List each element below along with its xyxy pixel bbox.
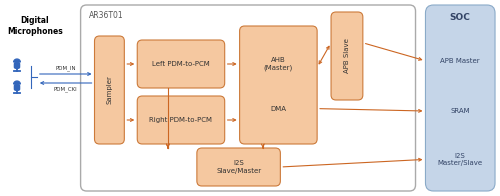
Text: PDM_IN: PDM_IN (56, 65, 76, 71)
FancyBboxPatch shape (240, 26, 317, 144)
FancyBboxPatch shape (426, 5, 495, 191)
FancyBboxPatch shape (94, 36, 124, 144)
Text: I2S
Master/Slave: I2S Master/Slave (438, 153, 483, 166)
Text: AHB
(Master): AHB (Master) (264, 57, 293, 71)
Text: DMA: DMA (270, 106, 286, 112)
Text: APB Slave: APB Slave (344, 39, 350, 74)
Text: PDM_CKI: PDM_CKI (54, 86, 78, 92)
Text: APB Master: APB Master (440, 58, 480, 64)
Text: SOC: SOC (450, 13, 470, 22)
FancyBboxPatch shape (331, 12, 363, 100)
Text: SRAM: SRAM (450, 108, 470, 114)
Text: Digital
Microphones: Digital Microphones (7, 16, 63, 36)
Polygon shape (14, 81, 20, 84)
FancyBboxPatch shape (14, 62, 20, 69)
Text: Left PDM-to-PCM: Left PDM-to-PCM (152, 61, 210, 67)
FancyBboxPatch shape (14, 84, 20, 91)
Polygon shape (14, 59, 20, 62)
Text: I2S
Slave/Master: I2S Slave/Master (216, 160, 261, 174)
FancyBboxPatch shape (137, 96, 224, 144)
Text: AR36T01: AR36T01 (88, 11, 123, 20)
FancyBboxPatch shape (197, 148, 280, 186)
Text: Right PDM-to-PCM: Right PDM-to-PCM (150, 117, 212, 123)
Text: Sampler: Sampler (106, 76, 112, 104)
FancyBboxPatch shape (137, 40, 224, 88)
FancyBboxPatch shape (80, 5, 415, 191)
